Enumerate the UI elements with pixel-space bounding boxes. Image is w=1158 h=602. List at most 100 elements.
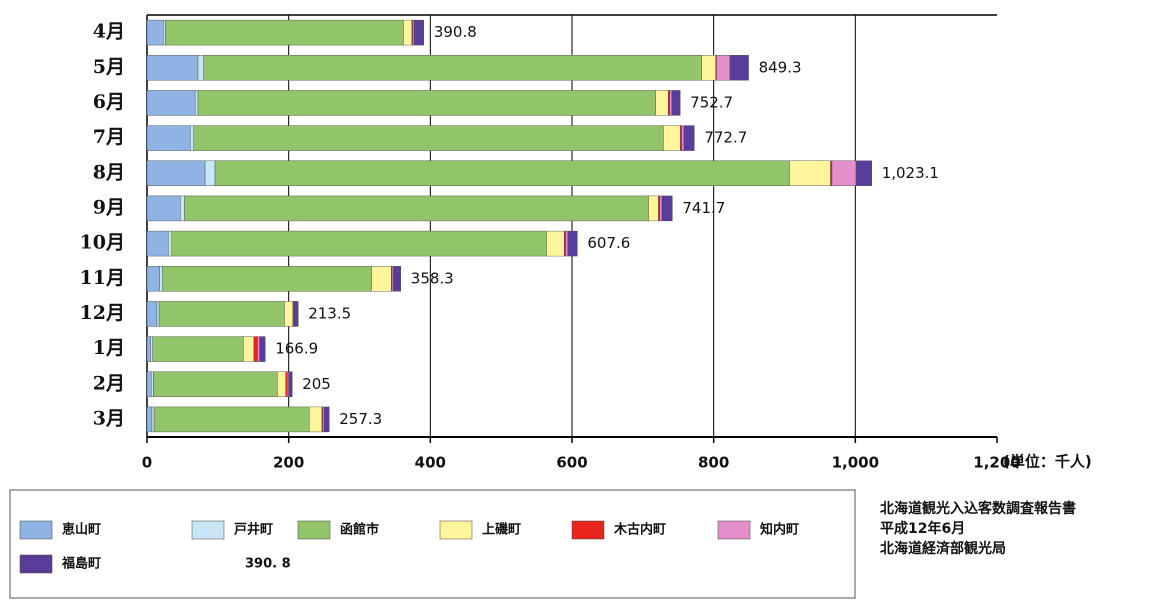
bar-segment bbox=[165, 19, 404, 46]
x-tick-label: 0 bbox=[142, 454, 152, 472]
bar-segment bbox=[412, 19, 415, 46]
x-tick-label: 400 bbox=[415, 454, 446, 472]
total-label: 607.6 bbox=[587, 234, 630, 252]
legend-swatch bbox=[19, 520, 53, 540]
legend-label: 上磯町 bbox=[482, 522, 521, 538]
legend-label: 木古内町 bbox=[613, 522, 666, 538]
bar-segment bbox=[659, 195, 663, 222]
total-label: 358.3 bbox=[411, 269, 454, 287]
bar-segment bbox=[564, 230, 566, 257]
bar-segment bbox=[146, 406, 153, 433]
bar-segment bbox=[309, 406, 323, 433]
bar-segment bbox=[146, 19, 164, 46]
y-tick-label: 3月 bbox=[93, 407, 125, 429]
bar-segment bbox=[284, 301, 294, 327]
legend-note: 390. 8 bbox=[245, 557, 291, 572]
bar-segment bbox=[663, 125, 681, 151]
legend-label: 知内町 bbox=[760, 522, 799, 538]
bar-segment bbox=[855, 160, 872, 186]
bar-segment bbox=[393, 266, 401, 292]
x-tick-label: 800 bbox=[698, 454, 729, 472]
bar-segment bbox=[159, 266, 163, 292]
bar-segment bbox=[204, 160, 216, 186]
bar-segment bbox=[259, 336, 266, 362]
bar-segment bbox=[168, 230, 172, 257]
bar-segment bbox=[831, 160, 857, 186]
source: 北海道観光入込客数調査報告書 bbox=[880, 500, 1076, 517]
bar-segment bbox=[163, 19, 166, 46]
y-tick-label: 11月 bbox=[80, 267, 125, 289]
bar-segment bbox=[158, 301, 285, 327]
y-tick-label: 8月 bbox=[93, 161, 125, 183]
bar-segment bbox=[153, 371, 278, 397]
y-tick-label: 5月 bbox=[93, 56, 125, 78]
bar-segment bbox=[413, 19, 425, 46]
legend-label: 戸井町 bbox=[234, 522, 273, 538]
y-tick-label: 9月 bbox=[93, 196, 125, 218]
bar-segment bbox=[153, 406, 310, 433]
total-label: 752.7 bbox=[690, 93, 733, 111]
bar-segment bbox=[323, 406, 330, 433]
bar-segment bbox=[171, 230, 547, 257]
bar-segment bbox=[661, 195, 673, 222]
bar-segment bbox=[565, 230, 568, 257]
legend-box bbox=[9, 489, 856, 599]
bar-segment bbox=[371, 266, 392, 292]
bar-segment bbox=[648, 195, 659, 222]
bar-segment bbox=[287, 371, 289, 397]
x-tick-label: 1,200 bbox=[973, 454, 1020, 472]
bar-segment bbox=[146, 336, 151, 362]
bar-segment bbox=[830, 160, 833, 186]
total-label: 205 bbox=[302, 375, 331, 393]
total-label: 213.5 bbox=[308, 304, 351, 322]
legend-swatch bbox=[297, 520, 331, 540]
total-label: 1,023.1 bbox=[882, 164, 939, 182]
bar-segment bbox=[197, 55, 204, 81]
bar-segment bbox=[716, 55, 731, 81]
bar-segment bbox=[146, 125, 191, 151]
bar-segment bbox=[152, 336, 244, 362]
x-tick-label: 200 bbox=[273, 454, 304, 472]
y-tick-label: 7月 bbox=[93, 126, 125, 148]
total-label: 772.7 bbox=[704, 129, 747, 147]
total-label: 849.3 bbox=[759, 58, 802, 76]
bar-segment bbox=[668, 90, 670, 116]
bar-segment bbox=[146, 160, 206, 186]
bar-segment bbox=[146, 371, 152, 397]
bar-segment bbox=[729, 55, 749, 81]
x-tick-label: 600 bbox=[556, 454, 587, 472]
bar-segment bbox=[146, 195, 181, 222]
bar-segment bbox=[184, 195, 649, 222]
legend-swatch bbox=[717, 520, 751, 540]
bar-segment bbox=[203, 55, 702, 81]
bar-segment bbox=[151, 406, 155, 433]
bar-segment bbox=[257, 336, 260, 362]
bar-segment bbox=[391, 266, 394, 292]
total-label: 166.9 bbox=[275, 340, 318, 358]
bar-segment bbox=[151, 371, 154, 397]
bar-segment bbox=[214, 160, 790, 186]
bar-segment bbox=[162, 266, 372, 292]
x-tick-label: 1,000 bbox=[832, 454, 879, 472]
bar-segment bbox=[294, 301, 299, 327]
bar-segment bbox=[683, 125, 695, 151]
legend-swatch bbox=[191, 520, 225, 540]
bar-segment bbox=[288, 371, 293, 397]
bar-segment bbox=[146, 230, 169, 257]
y-tick-label: 2月 bbox=[93, 372, 125, 394]
bar-segment bbox=[150, 336, 153, 362]
bar-segment bbox=[146, 90, 196, 116]
total-label: 390.8 bbox=[434, 23, 477, 41]
y-tick-label: 1月 bbox=[93, 337, 125, 359]
unit-label: (単位：千人) bbox=[1003, 453, 1092, 471]
legend-label: 福島町 bbox=[61, 556, 101, 572]
bar-segment bbox=[789, 160, 831, 186]
total-label: 741.7 bbox=[682, 199, 725, 217]
legend-label: 恵山町 bbox=[62, 522, 101, 538]
total-label: 257.3 bbox=[339, 410, 382, 428]
bar-segment bbox=[243, 336, 255, 362]
y-tick-label: 12月 bbox=[80, 302, 125, 324]
bar-segment bbox=[322, 406, 325, 433]
bar-segment bbox=[197, 90, 656, 116]
